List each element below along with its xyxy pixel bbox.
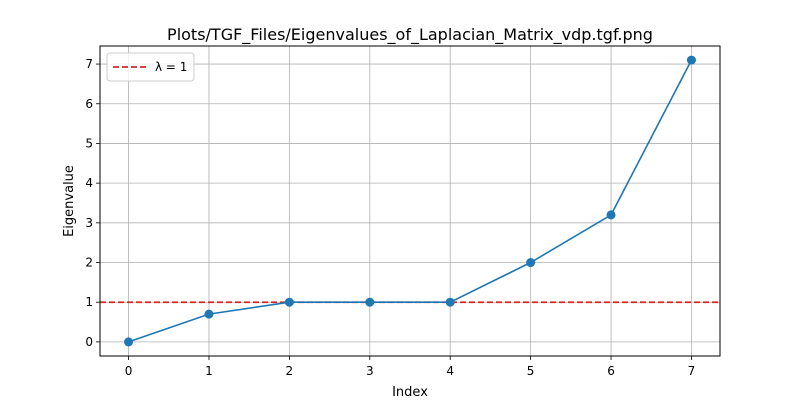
legend-label-reference-line: λ = 1 — [155, 60, 187, 74]
y-axis-label: Eigenvalue — [62, 165, 77, 237]
x-tick-label: 4 — [446, 364, 454, 378]
data-point — [124, 337, 134, 347]
x-tick-label: 3 — [366, 364, 374, 378]
chart-title: Plots/TGF_Files/Eigenvalues_of_Laplacian… — [167, 25, 653, 45]
y-tick-label: 5 — [85, 136, 93, 150]
plot-area-frame — [99, 45, 721, 357]
x-tick-label: 1 — [205, 364, 213, 378]
y-tick-label: 3 — [85, 216, 93, 230]
x-tick-label: 5 — [527, 364, 535, 378]
data-point — [365, 297, 375, 307]
y-tick-label: 6 — [85, 97, 93, 111]
x-tick-label: 2 — [286, 364, 294, 378]
legend-box — [106, 52, 195, 82]
data-point — [526, 258, 536, 268]
data-point — [204, 309, 214, 319]
y-tick-label: 0 — [85, 335, 93, 349]
data-point — [445, 297, 455, 307]
data-point — [606, 210, 616, 220]
y-tick-label: 1 — [85, 295, 93, 309]
y-tick-label: 7 — [85, 57, 93, 71]
x-tick-label: 6 — [607, 364, 615, 378]
y-tick-label: 4 — [85, 176, 93, 190]
series-layer — [124, 55, 696, 347]
data-point — [284, 297, 294, 307]
series-line — [128, 59, 693, 343]
ticks-layer: 0 1 2 3 4 5 6 7 0 1 2 3 4 5 6 7 — [85, 57, 695, 378]
data-point — [686, 55, 696, 65]
legend: λ = 1 — [106, 52, 195, 82]
x-tick-label: 7 — [688, 364, 696, 378]
x-tick-label: 0 — [125, 364, 133, 378]
x-axis-label: Index — [392, 385, 428, 400]
y-tick-label: 2 — [85, 256, 93, 270]
